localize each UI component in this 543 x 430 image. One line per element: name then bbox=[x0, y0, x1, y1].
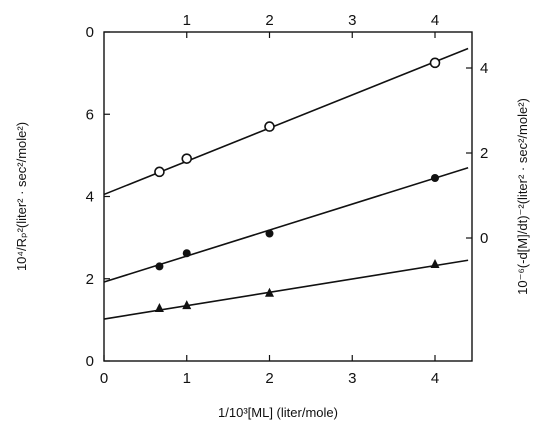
data-point bbox=[182, 300, 192, 310]
series-1 bbox=[103, 166, 469, 283]
x-tick-label-top: 2 bbox=[265, 12, 273, 29]
y-tick-label-left: 2 bbox=[86, 271, 94, 288]
data-point bbox=[431, 173, 439, 182]
x-tick-label-bottom: 0 bbox=[100, 370, 108, 387]
tick-marks bbox=[103, 31, 472, 362]
y-tick-label-left: 0 bbox=[86, 24, 94, 41]
y-tick-label-left: 6 bbox=[86, 106, 94, 123]
data-point bbox=[155, 262, 164, 271]
data-point bbox=[265, 229, 274, 238]
x-tick-label-top: 1 bbox=[183, 12, 191, 29]
data-point bbox=[154, 302, 164, 312]
x-tick-label-bottom: 1 bbox=[183, 370, 191, 387]
series-0 bbox=[103, 47, 469, 196]
y-tick-label-left: 0 bbox=[86, 353, 94, 370]
y-tick-label-right: 4 bbox=[480, 60, 488, 77]
y-tick-label-left: 4 bbox=[86, 189, 94, 206]
x-tick-label-top: 3 bbox=[348, 12, 356, 29]
y-axis-title-left: 10⁴/Rₚ²(liter² · sec²/mole²) bbox=[14, 122, 29, 271]
data-point bbox=[265, 287, 274, 297]
series-2 bbox=[103, 258, 469, 320]
data-series bbox=[103, 47, 469, 320]
x-tick-label-bottom: 4 bbox=[431, 370, 439, 387]
data-point bbox=[182, 249, 191, 258]
x-tick-label-bottom: 2 bbox=[265, 370, 273, 387]
fit-line bbox=[103, 47, 469, 196]
x-axis-title: 1/10³[ML] (liter/mole) bbox=[218, 405, 338, 420]
data-point bbox=[429, 57, 441, 69]
x-tick-label-bottom: 3 bbox=[348, 370, 356, 387]
y-tick-label-right: 0 bbox=[480, 230, 488, 247]
data-point bbox=[430, 258, 440, 268]
fit-line bbox=[103, 259, 469, 320]
y-tick-label-right: 2 bbox=[480, 145, 488, 162]
data-point bbox=[264, 121, 275, 132]
fit-line bbox=[103, 166, 469, 283]
x-tick-label-top: 4 bbox=[431, 12, 439, 29]
data-point bbox=[154, 166, 165, 178]
data-point bbox=[181, 153, 193, 164]
y-axis-title-right: 10⁻⁶(-d[M]/dt)⁻²(liter² · sec²/mole²) bbox=[515, 98, 530, 295]
